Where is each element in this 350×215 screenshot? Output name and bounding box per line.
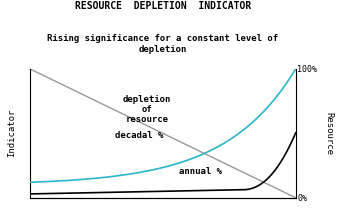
Text: depletion
of
resource: depletion of resource <box>122 95 171 124</box>
Text: decadal %: decadal % <box>115 131 163 140</box>
Text: Resource: Resource <box>324 112 334 155</box>
Text: Rising significance for a constant level of
depletion: Rising significance for a constant level… <box>47 34 278 54</box>
Text: Indicator: Indicator <box>7 109 16 157</box>
Text: RESOURCE  DEPLETION  INDICATOR: RESOURCE DEPLETION INDICATOR <box>75 1 251 11</box>
Text: annual %: annual % <box>179 167 222 177</box>
